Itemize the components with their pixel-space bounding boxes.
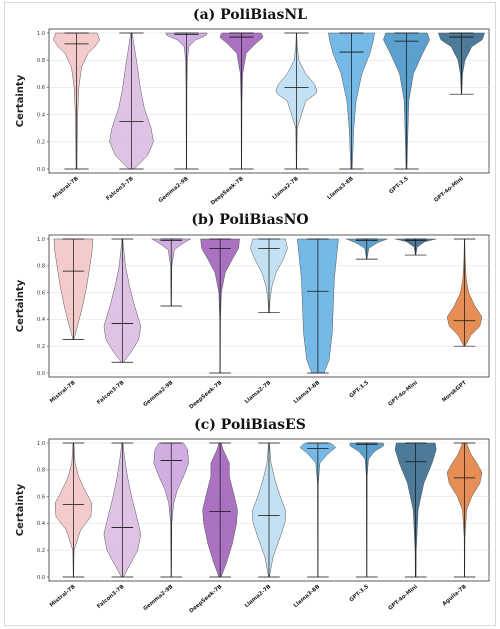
x-tick-label: DeepSeek-7B [188,380,223,411]
x-tick-label: Llama3-8B [293,584,321,609]
x-tick-label: Aguila-7B [442,584,468,607]
y-tick-label: 0.4 [37,521,45,527]
y-tick-label: 0.8 [37,264,45,270]
y-axis-label: Certainty [15,279,26,332]
y-tick-label: 0.8 [37,58,45,64]
x-tick-label: Gemma2-9B [142,380,174,408]
y-tick-label: 0.8 [37,468,45,474]
x-tick-label: Llama2-7B [271,176,299,201]
x-tick-label: Mistral-7B [49,380,77,405]
x-tick-label: Falcon3-7B [96,584,125,610]
x-tick-label: GPT-3.5 [349,380,371,400]
chart-panel-0: (a) PoliBiasNL 0.0 0.2 0.4 0.6 0.8 1.0 Certaint… [15,7,490,207]
x-tick-label: Gemma2-9B [158,176,190,204]
figure-frame: (a) PoliBiasNL 0.0 0.2 0.4 0.6 0.8 1.0 Certaint… [4,2,496,626]
chart-title: (c) PoliBiasES [194,417,306,433]
y-tick-label: 0.6 [37,290,45,296]
y-tick-label: 0.0 [37,575,45,581]
x-tick-label: GPT-4o-Mini [387,380,419,408]
y-tick-label: 0.2 [37,548,45,554]
y-tick-label: 0.4 [37,112,45,118]
x-tick-label: Mistral-7B [49,584,77,609]
x-tick-label: GPT-4o-Mini [387,584,419,612]
y-tick-label: 1.0 [37,441,45,447]
y-tick-label: 0.2 [37,344,45,350]
x-tick-label: Llama2-7B [244,584,272,609]
y-tick-label: 0.0 [37,167,45,173]
x-tick-label: Falcon3-7B [105,176,134,202]
y-tick-label: 0.4 [37,317,45,323]
chart-panel-1: (b) PoliBiasNO 0.0 0.2 0.4 0.6 0.8 1.0 Certaint… [15,212,490,411]
y-tick-label: 0.0 [37,371,45,377]
y-axis-label: Certainty [15,74,26,127]
chart-title: (a) PoliBiasNL [193,7,307,23]
x-tick-label: Falcon3-7B [96,380,125,406]
y-tick-label: 1.0 [37,237,45,243]
y-axis-label: Certainty [15,483,26,536]
x-tick-label: Mistral-7B [52,176,80,201]
x-tick-label: Llama3-8B [293,380,321,405]
x-tick-label: GPT-3.5 [388,176,410,196]
x-tick-label: DeepSeek-7B [210,176,245,207]
y-tick-label: 0.6 [37,494,45,500]
chart-panel-2: (c) PoliBiasES 0.0 0.2 0.4 0.6 0.8 1.0 Certaint… [15,417,490,615]
chart-title: (b) PoliBiasNO [191,212,308,228]
x-tick-label: Gemma2-9B [142,584,174,612]
x-tick-label: GPT-4o-Mini [433,176,465,204]
x-tick-label: Llama2-7B [244,380,272,405]
x-tick-label: DeepSeek-7B [188,584,223,615]
violin-figure: (a) PoliBiasNL 0.0 0.2 0.4 0.6 0.8 1.0 Certaint… [15,7,490,615]
x-tick-label: GPT-3.5 [349,584,371,604]
x-tick-label: Llama3-8B [326,176,354,201]
x-tick-label: NorskGPT [441,380,468,404]
y-tick-label: 0.6 [37,85,45,91]
y-tick-label: 0.2 [37,140,45,146]
y-tick-label: 1.0 [37,31,45,37]
